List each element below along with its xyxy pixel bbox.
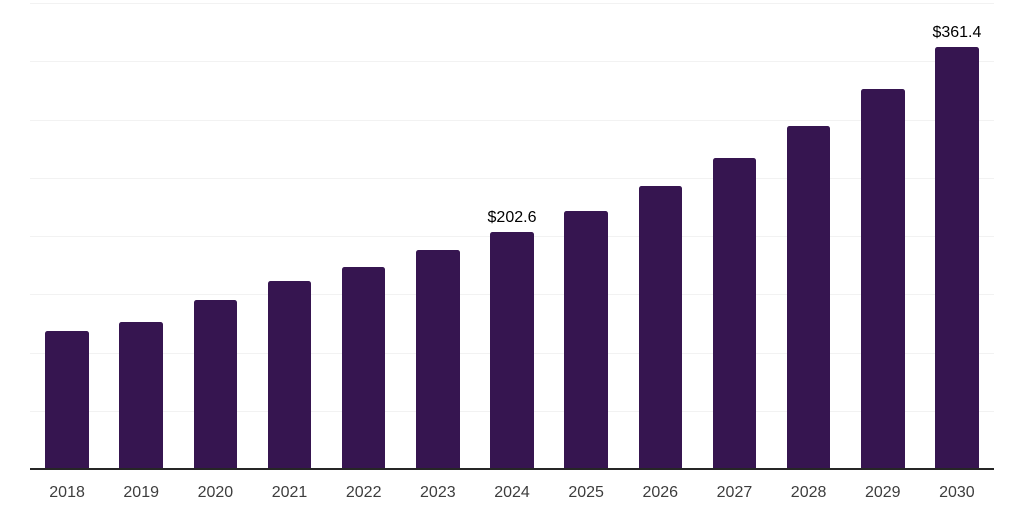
bar-2021[interactable] [267, 280, 312, 468]
x-tick-label-2019: 2019 [123, 484, 159, 501]
gridline-300 [30, 119, 994, 121]
bar-2020[interactable] [193, 300, 238, 468]
x-tick-label-2027: 2027 [716, 484, 753, 501]
gridline-400 [30, 3, 994, 4]
x-tick-label-2023: 2023 [420, 484, 456, 501]
gridline-350 [30, 61, 994, 63]
bar-2026[interactable] [638, 185, 683, 468]
bar-value-label-2030: $361.4 [932, 23, 982, 41]
bar-2022[interactable] [341, 266, 386, 468]
x-tick-label-2018: 2018 [49, 484, 85, 501]
bar-2018[interactable] [45, 330, 89, 468]
bar-2030[interactable] [935, 46, 979, 468]
x-tick-label-2020: 2020 [197, 484, 234, 501]
gridline-250 [30, 177, 994, 179]
bar-value-label-2024: $202.6 [487, 208, 537, 226]
x-axis-tick-labels: 2018 2019 2020 2021 2022 2023 2024 2025 2026 2027… [30, 485, 994, 505]
x-tick-label-2029: 2029 [864, 484, 901, 501]
bar-2024[interactable] [490, 231, 534, 468]
x-tick-label-2025: 2025 [568, 484, 604, 501]
x-tick-label-2026: 2026 [642, 484, 679, 501]
bar-2029[interactable] [861, 88, 905, 468]
x-axis-line [30, 468, 994, 470]
x-tick-label-2022: 2022 [345, 484, 382, 501]
bar-2027[interactable] [712, 158, 757, 468]
x-tick-label-2030: 2030 [939, 484, 975, 501]
bar-2028[interactable] [786, 125, 831, 468]
plot-area: $202.6 $361.4 [30, 3, 994, 469]
bar-2023[interactable] [416, 250, 460, 468]
x-tick-label-2024: 2024 [494, 484, 530, 501]
bar-2025[interactable] [564, 210, 608, 468]
x-tick-label-2028: 2028 [790, 484, 827, 501]
x-tick-label-2021: 2021 [271, 484, 308, 501]
bar-2019[interactable] [119, 321, 163, 468]
